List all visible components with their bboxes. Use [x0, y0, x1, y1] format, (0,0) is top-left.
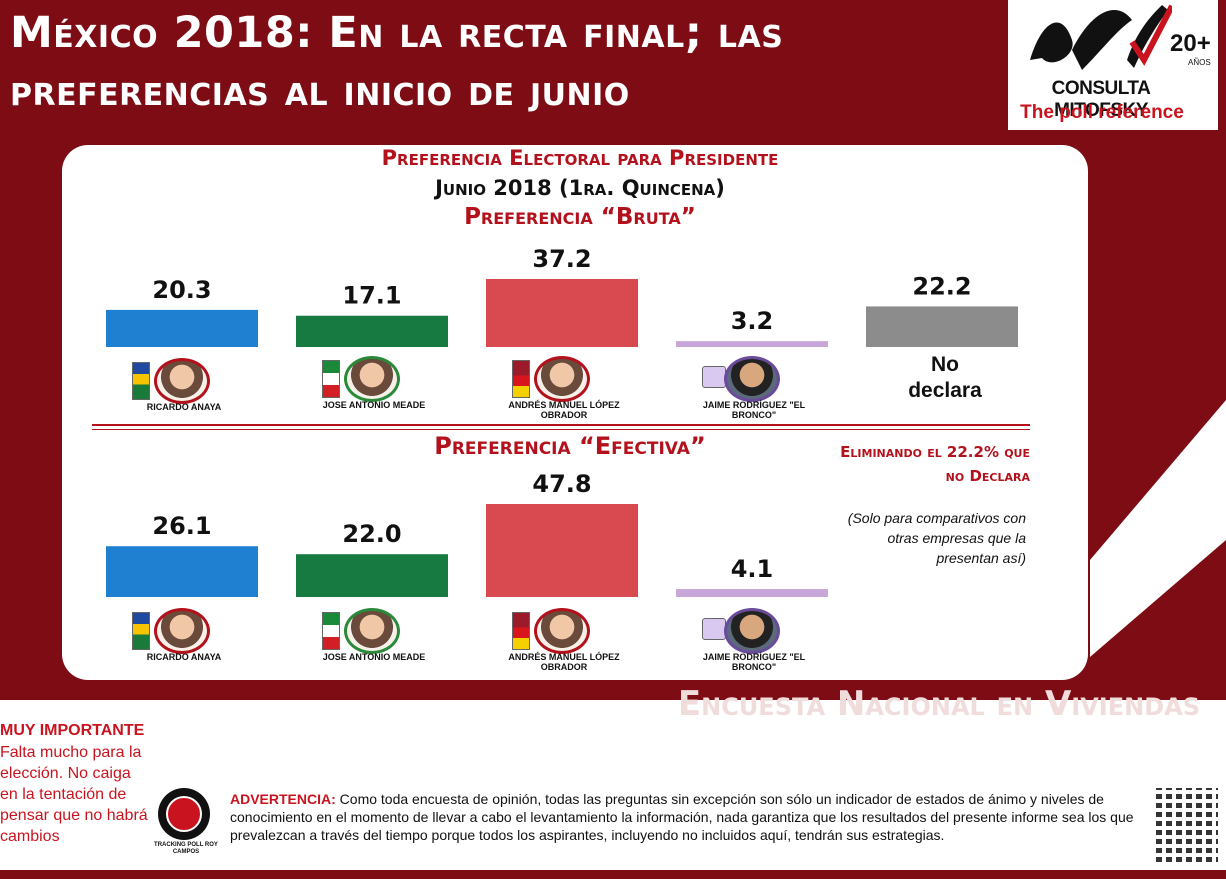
candidate-name: RICARDO ANAYA: [146, 402, 222, 412]
page-title: México 2018: En la recta final; las pref…: [10, 8, 784, 116]
chart-main-title: Preferencia Electoral para Presidente: [381, 146, 779, 170]
logo-mark-icon: [1030, 4, 1172, 70]
effective-chart-title: Preferencia “Efectiva”: [434, 432, 706, 460]
bar-value-label: 20.3: [152, 276, 211, 304]
survey-title: Encuesta Nacional en Viviendas: [677, 684, 1200, 724]
candidate-name: JOSE ANTONIO MEADE: [322, 400, 426, 410]
candidate-name: ANDRÉS MANUEL LÓPEZ OBRADOR: [508, 652, 620, 672]
meade-photo: [344, 608, 400, 654]
logo-anos: AÑOS: [1188, 58, 1211, 67]
no-declara-label: No declara: [908, 353, 982, 402]
candidate-amlo-effective: ANDRÉS MANUEL LÓPEZ OBRADOR: [484, 608, 634, 672]
bar-gross-2: [486, 279, 638, 347]
bottom-strip: [0, 870, 1226, 879]
candidate-name: RICARDO ANAYA: [146, 652, 222, 662]
candidate-meade-gross: JOSE ANTONIO MEADE: [294, 356, 444, 420]
anaya-photo: [154, 358, 210, 404]
amlo-photo: [534, 608, 590, 654]
bar-value-label: 26.1: [152, 512, 211, 540]
tracking-poll-icon: [158, 788, 210, 840]
pan-party-icon: [132, 612, 150, 650]
bar-gross-4: [866, 306, 1018, 347]
candidate-amlo-gross: ANDRÉS MANUEL LÓPEZ OBRADOR: [484, 356, 634, 420]
disclaimer: ADVERTENCIA: Como toda encuesta de opini…: [230, 790, 1150, 844]
important-heading: MUY IMPORTANTE: [0, 722, 145, 739]
divider: [92, 429, 1030, 430]
bar-gross-0: [106, 309, 258, 347]
logo-tagline: The poll reference: [1020, 102, 1184, 123]
bar-gross-1: [296, 315, 448, 347]
bar-value-label: 17.1: [342, 282, 401, 310]
bar-value-label: 3.2: [731, 307, 774, 335]
candidate-name: ANDRÉS MANUEL LÓPEZ OBRADOR: [508, 400, 620, 420]
chart-date: Junio 2018 (1ra. Quincena): [435, 176, 725, 200]
candidate-anaya-effective: RICARDO ANAYA: [104, 608, 254, 672]
bar-effective-3: [676, 589, 828, 597]
candidate-name: JAIME RODRÍGUEZ "EL BRONCO": [702, 652, 806, 672]
bar-value-label: 37.2: [532, 245, 591, 273]
logo-years: 20+: [1170, 30, 1211, 57]
bar-effective-2: [486, 504, 638, 597]
candidate-bronco-effective: JAIME RODRÍGUEZ "EL BRONCO": [674, 608, 824, 672]
bronco-photo: [724, 356, 780, 402]
morena-party-icon: [512, 612, 530, 650]
candidate-name: JOSE ANTONIO MEADE: [322, 652, 426, 662]
bar-value-label: 47.8: [532, 470, 591, 498]
exclusion-note: Eliminando el 22.2% que no Declara: [840, 443, 1030, 485]
mitofsky-logo: 20+ AÑOS CONSULTA MITOFSKY The poll refe…: [1008, 0, 1218, 130]
important-body: Falta mucho para la elección. No caiga e…: [0, 744, 148, 845]
independent-icon: [702, 618, 726, 640]
candidate-name: JAIME RODRÍGUEZ "EL BRONCO": [702, 400, 806, 420]
pri-party-icon: [322, 360, 340, 398]
tracking-poll-label: TRACKING POLL ROY CAMPOS: [154, 842, 218, 855]
candidate-anaya-gross: RICARDO ANAYA: [104, 358, 254, 422]
disclaimer-label: ADVERTENCIA:: [230, 791, 336, 807]
survey-date: Junio 2018 (1ra. Quincena): [830, 736, 1200, 768]
comparison-note: (Solo para comparativos con otras empres…: [847, 510, 1026, 566]
divider: [92, 424, 1030, 426]
candidate-bronco-gross: JAIME RODRÍGUEZ "EL BRONCO": [674, 356, 824, 420]
pri-party-icon: [322, 612, 340, 650]
bar-value-label: 4.1: [731, 555, 774, 583]
logo-name: CONSULTA MITOFSKY: [1051, 78, 1151, 121]
bar-value-label: 22.0: [342, 520, 401, 548]
meade-photo: [344, 356, 400, 402]
independent-icon: [702, 366, 726, 388]
bar-effective-0: [106, 546, 258, 597]
qr-code-pattern: [1156, 788, 1218, 862]
bar-effective-1: [296, 554, 448, 597]
candidate-meade-effective: JOSE ANTONIO MEADE: [294, 608, 444, 672]
anaya-photo: [154, 608, 210, 654]
bar-gross-3: [676, 341, 828, 347]
disclaimer-text: Como toda encuesta de opinión, todas las…: [230, 791, 1134, 843]
amlo-photo: [534, 356, 590, 402]
bronco-photo: [724, 608, 780, 654]
bar-value-label: 22.2: [912, 272, 971, 300]
pan-party-icon: [132, 362, 150, 400]
morena-party-icon: [512, 360, 530, 398]
gross-chart-title: Preferencia “Bruta”: [464, 204, 696, 230]
